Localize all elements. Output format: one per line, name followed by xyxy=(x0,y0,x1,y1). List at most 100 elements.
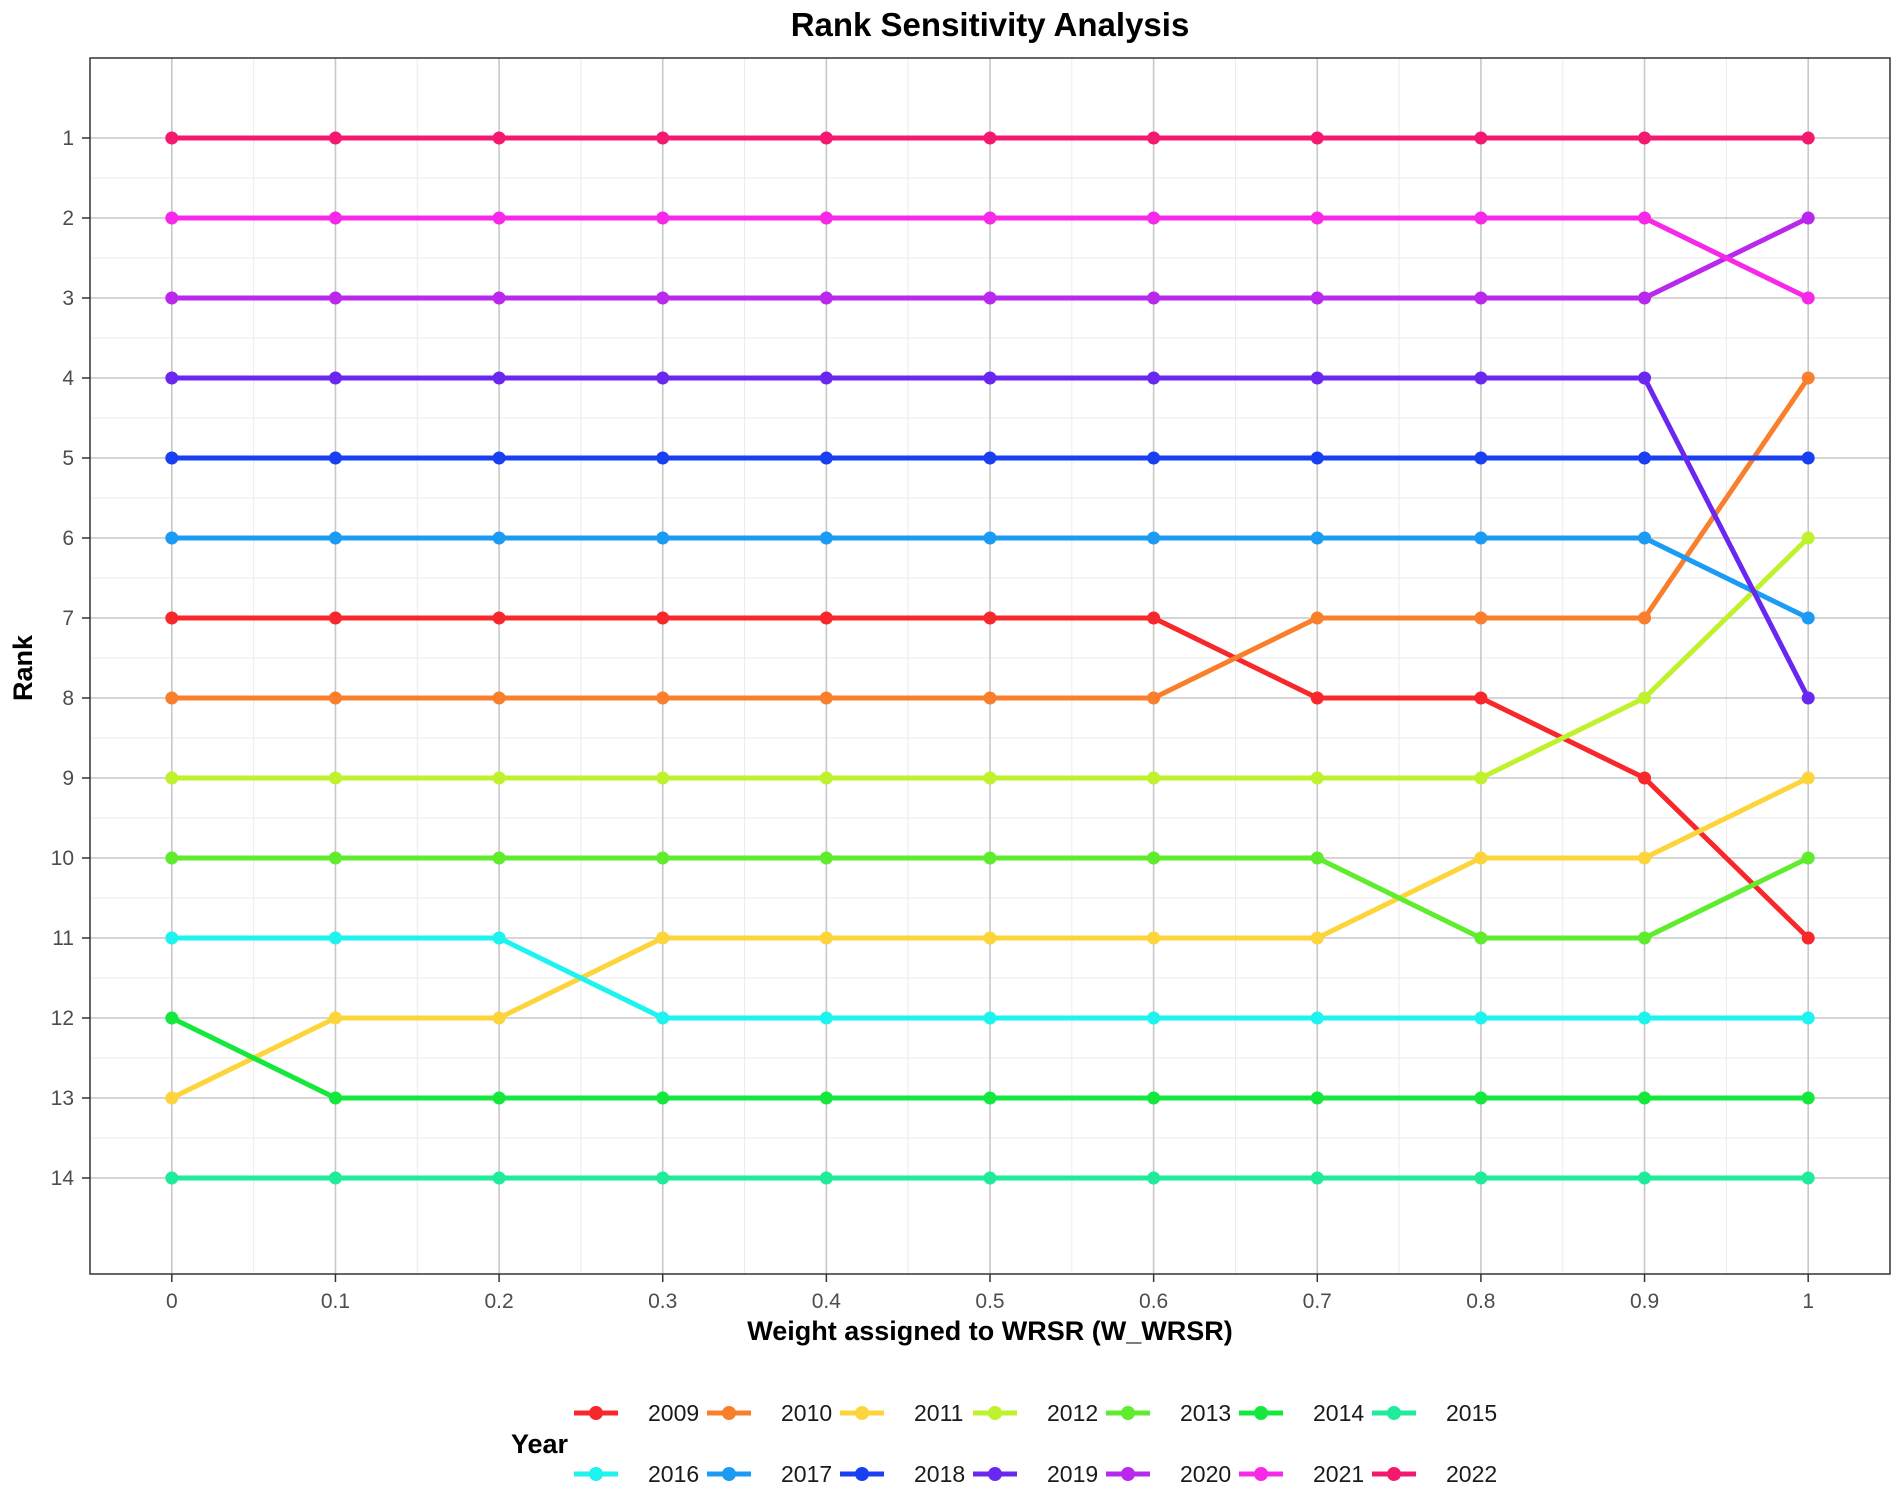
data-point-2022 xyxy=(492,131,506,145)
legend-item-2010: 2010 xyxy=(707,1400,832,1426)
data-point-2015 xyxy=(1310,1171,1324,1185)
data-point-2014 xyxy=(1638,1091,1652,1105)
data-point-2022 xyxy=(328,131,342,145)
data-point-2012 xyxy=(983,771,997,785)
legend-label: 2014 xyxy=(1313,1400,1364,1426)
data-point-2011 xyxy=(819,931,833,945)
data-point-2013 xyxy=(165,851,179,865)
data-point-2014 xyxy=(1474,1091,1488,1105)
data-point-2014 xyxy=(492,1091,506,1105)
data-point-2021 xyxy=(165,211,179,225)
y-tick-label: 10 xyxy=(51,847,74,870)
legend-label: 2010 xyxy=(781,1400,832,1426)
data-point-2020 xyxy=(656,291,670,305)
data-point-2013 xyxy=(656,851,670,865)
data-point-2014 xyxy=(1801,1091,1815,1105)
y-tick-label: 8 xyxy=(62,687,74,710)
data-point-2022 xyxy=(1474,131,1488,145)
y-tick-label: 3 xyxy=(62,287,74,310)
y-tick-label: 13 xyxy=(51,1087,74,1110)
data-point-2017 xyxy=(1147,531,1161,545)
x-tick-label: 0.7 xyxy=(1303,1290,1332,1313)
data-point-2010 xyxy=(1147,691,1161,705)
data-point-2009 xyxy=(819,611,833,625)
data-point-2018 xyxy=(328,451,342,465)
data-point-2016 xyxy=(656,1011,670,1025)
data-point-2009 xyxy=(492,611,506,625)
data-point-2019 xyxy=(819,371,833,385)
data-point-2010 xyxy=(1638,611,1652,625)
data-point-2011 xyxy=(492,1011,506,1025)
data-point-2016 xyxy=(819,1011,833,1025)
data-point-2017 xyxy=(328,531,342,545)
data-point-2016 xyxy=(1474,1011,1488,1025)
data-point-2014 xyxy=(1310,1091,1324,1105)
data-point-2022 xyxy=(1638,131,1652,145)
data-point-2016 xyxy=(492,931,506,945)
data-point-2015 xyxy=(165,1171,179,1185)
x-tick-label: 1 xyxy=(1802,1290,1814,1313)
data-point-2011 xyxy=(165,1091,179,1105)
data-point-2012 xyxy=(1310,771,1324,785)
x-tick-label: 0.3 xyxy=(648,1290,677,1313)
data-point-2022 xyxy=(1310,131,1324,145)
data-point-2021 xyxy=(1147,211,1161,225)
data-point-2012 xyxy=(1474,771,1488,785)
data-point-2016 xyxy=(1801,1011,1815,1025)
legend-item-2011: 2011 xyxy=(840,1400,963,1426)
data-point-2013 xyxy=(983,851,997,865)
data-point-2021 xyxy=(1638,211,1652,225)
data-point-2010 xyxy=(819,691,833,705)
legend-title: Year xyxy=(511,1429,569,1459)
legend-key-point xyxy=(1254,1406,1268,1420)
data-point-2019 xyxy=(1147,371,1161,385)
legend-item-2020: 2020 xyxy=(1106,1461,1231,1487)
data-point-2019 xyxy=(1310,371,1324,385)
data-point-2011 xyxy=(328,1011,342,1025)
data-point-2018 xyxy=(983,451,997,465)
legend: Year 2009 2010 2011 2012 2013 2014 2015 2016 201… xyxy=(511,1400,1497,1487)
data-point-2022 xyxy=(983,131,997,145)
data-point-2017 xyxy=(1310,531,1324,545)
series-layer xyxy=(165,131,1815,1185)
legend-label: 2015 xyxy=(1446,1400,1497,1426)
data-point-2009 xyxy=(165,611,179,625)
data-point-2011 xyxy=(1147,931,1161,945)
series-2022 xyxy=(165,131,1815,145)
data-point-2017 xyxy=(1801,611,1815,625)
data-point-2010 xyxy=(656,691,670,705)
x-axis-ticks: 0 0.1 0.2 0.3 0.4 0.5 0.6 0.7 0.8 0.9 1 xyxy=(166,1274,1814,1313)
data-point-2012 xyxy=(656,771,670,785)
data-point-2009 xyxy=(1638,771,1652,785)
data-point-2015 xyxy=(1801,1171,1815,1185)
x-tick-label: 0.1 xyxy=(321,1290,350,1313)
legend-key-point xyxy=(855,1467,869,1481)
legend-label: 2019 xyxy=(1047,1461,1098,1487)
data-point-2011 xyxy=(1310,931,1324,945)
data-point-2022 xyxy=(1147,131,1161,145)
data-point-2010 xyxy=(1474,611,1488,625)
data-point-2021 xyxy=(656,211,670,225)
y-tick-label: 6 xyxy=(62,527,74,550)
data-point-2014 xyxy=(819,1091,833,1105)
data-point-2016 xyxy=(165,931,179,945)
data-point-2015 xyxy=(328,1171,342,1185)
data-point-2015 xyxy=(983,1171,997,1185)
data-point-2017 xyxy=(1638,531,1652,545)
legend-item-2009: 2009 xyxy=(574,1400,699,1426)
x-tick-label: 0.8 xyxy=(1466,1290,1495,1313)
data-point-2021 xyxy=(819,211,833,225)
data-point-2011 xyxy=(656,931,670,945)
data-point-2018 xyxy=(1638,451,1652,465)
series-2015 xyxy=(165,1171,1815,1185)
series-2009 xyxy=(165,611,1815,945)
data-point-2020 xyxy=(819,291,833,305)
data-point-2016 xyxy=(328,931,342,945)
data-point-2011 xyxy=(1801,771,1815,785)
data-point-2014 xyxy=(328,1091,342,1105)
data-point-2011 xyxy=(1638,851,1652,865)
data-point-2015 xyxy=(492,1171,506,1185)
legend-item-2022: 2022 xyxy=(1372,1461,1497,1487)
y-tick-label: 14 xyxy=(51,1167,75,1190)
data-point-2018 xyxy=(656,451,670,465)
